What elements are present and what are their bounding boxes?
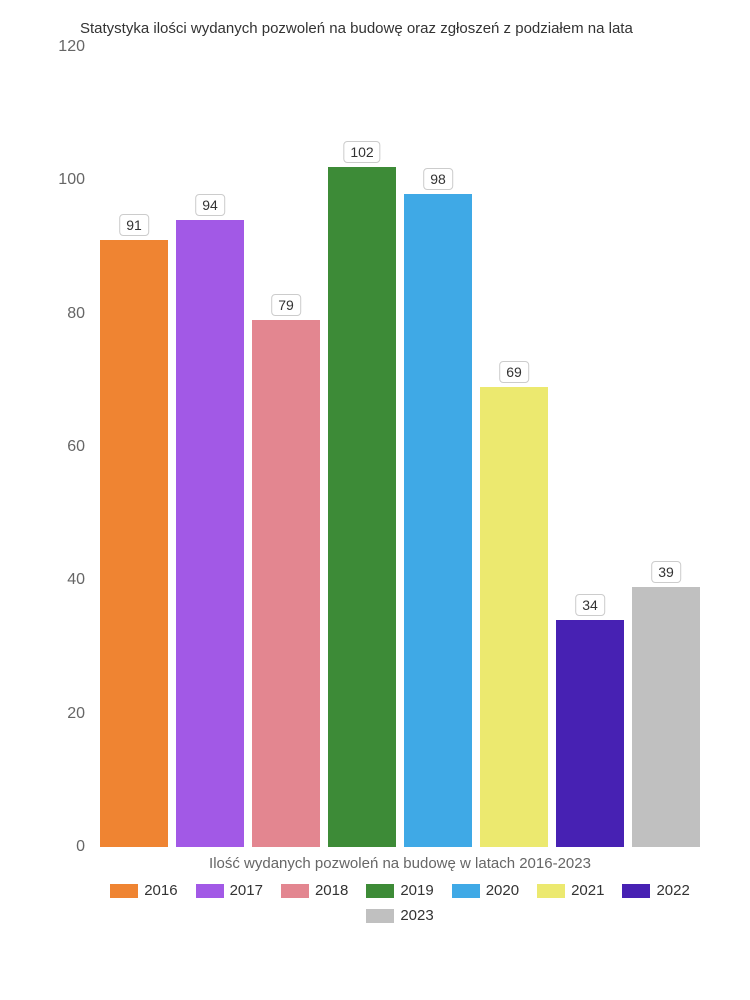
- bar-value-label: 91: [119, 214, 149, 236]
- y-axis: 020406080100120: [40, 47, 85, 847]
- plot-area: 020406080100120 91947910298693439: [90, 47, 710, 847]
- legend-item-2020: 2020: [452, 882, 519, 899]
- legend-swatch: [452, 884, 480, 898]
- bar-value-label: 39: [651, 561, 681, 583]
- legend-item-2016: 2016: [110, 882, 177, 899]
- bar-value-label: 79: [271, 294, 301, 316]
- y-tick: 120: [40, 38, 85, 56]
- bar-value-label: 94: [195, 194, 225, 216]
- legend-label: 2022: [656, 882, 689, 899]
- y-tick: 40: [40, 571, 85, 589]
- legend-label: 2019: [400, 882, 433, 899]
- bar-2016: 91: [100, 240, 168, 847]
- legend-swatch: [196, 884, 224, 898]
- bar-2018: 79: [252, 320, 320, 847]
- bar-value-label: 98: [423, 168, 453, 190]
- bar-value-label: 34: [575, 594, 605, 616]
- legend-swatch: [537, 884, 565, 898]
- legend-swatch: [366, 884, 394, 898]
- x-axis-label: Ilość wydanych pozwoleń na budowę w lata…: [90, 855, 710, 872]
- bar-value-label: 69: [499, 361, 529, 383]
- bar-2022: 34: [556, 620, 624, 847]
- legend-label: 2023: [400, 907, 433, 924]
- legend-item-2018: 2018: [281, 882, 348, 899]
- y-tick: 20: [40, 705, 85, 723]
- chart-title: Statystyka ilości wydanych pozwoleń na b…: [80, 20, 730, 37]
- bars-group: 91947910298693439: [90, 47, 710, 847]
- legend-swatch: [281, 884, 309, 898]
- y-tick: 60: [40, 438, 85, 456]
- bar-2023: 39: [632, 587, 700, 847]
- legend-label: 2020: [486, 882, 519, 899]
- y-tick: 80: [40, 305, 85, 323]
- legend-swatch: [366, 909, 394, 923]
- legend-label: 2018: [315, 882, 348, 899]
- legend-swatch: [110, 884, 138, 898]
- bar-2020: 98: [404, 194, 472, 847]
- legend-item-2021: 2021: [537, 882, 604, 899]
- bar-2021: 69: [480, 387, 548, 847]
- legend: 2016 2017 2018 2019 2020 2021 2022 2023: [90, 882, 710, 924]
- bar-2017: 94: [176, 220, 244, 847]
- bar-value-label: 102: [343, 141, 380, 163]
- legend-label: 2017: [230, 882, 263, 899]
- chart-container: Statystyka ilości wydanych pozwoleń na b…: [20, 20, 730, 980]
- legend-item-2017: 2017: [196, 882, 263, 899]
- legend-label: 2021: [571, 882, 604, 899]
- legend-item-2022: 2022: [622, 882, 689, 899]
- bar-2019: 102: [328, 167, 396, 847]
- legend-swatch: [622, 884, 650, 898]
- y-tick: 0: [40, 838, 85, 856]
- legend-item-2019: 2019: [366, 882, 433, 899]
- legend-label: 2016: [144, 882, 177, 899]
- y-tick: 100: [40, 171, 85, 189]
- legend-item-2023: 2023: [366, 907, 433, 924]
